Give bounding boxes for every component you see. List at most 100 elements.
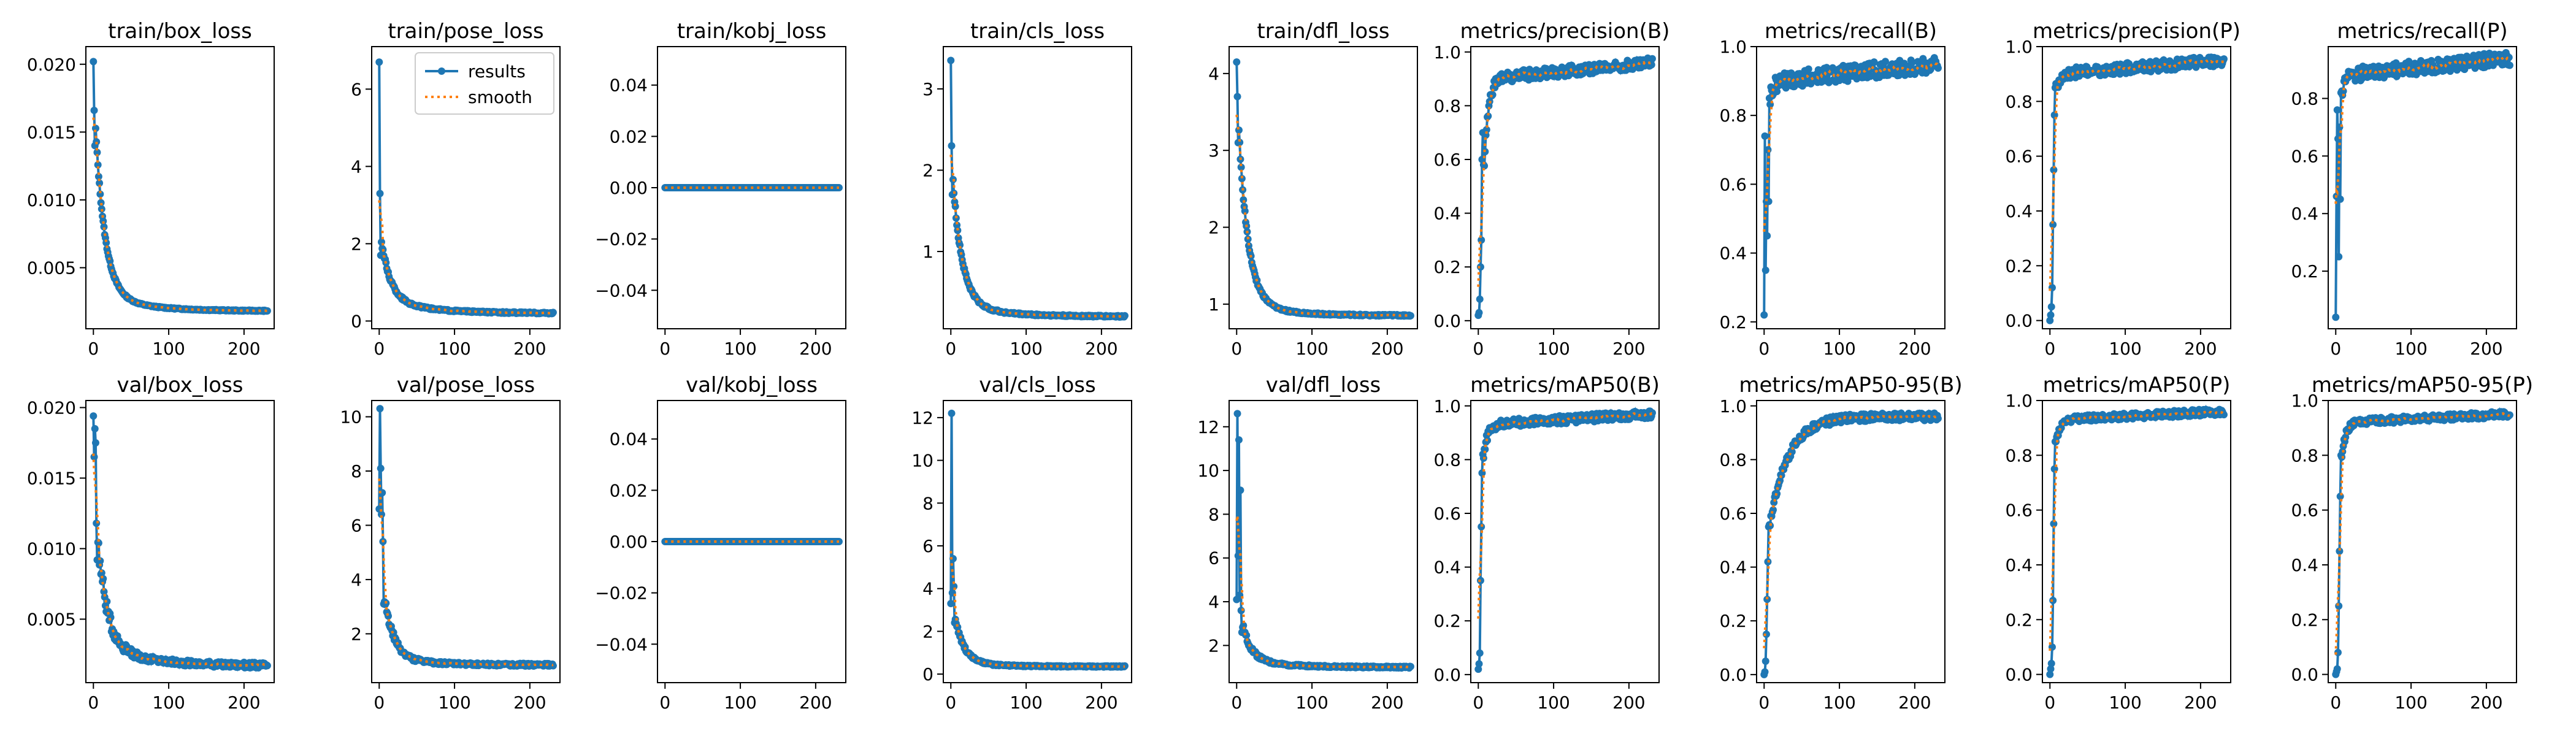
x-tick-label: 0 [945,339,956,359]
x-tick-label: 200 [2470,692,2502,713]
y-tick-label: 0.8 [2291,88,2318,109]
series-line-results [92,61,268,313]
y-tick-label: −0.02 [595,229,648,250]
data-point [1934,415,1942,423]
subplot-title: val/pose_loss [397,373,535,397]
data-point [1484,112,1492,120]
data-point [94,161,102,169]
subplot-title: metrics/recall(P) [2337,19,2507,44]
series-line-results [378,408,554,670]
y-tick-label: 0.8 [2005,91,2033,112]
data-point [1481,162,1489,170]
series-markers-results [2046,405,2228,678]
x-tick-label: 0 [1758,339,1769,359]
series-markers-results [1474,407,1656,673]
series-line-smooth [1763,413,1939,649]
series-line-results [2049,404,2225,675]
y-tick-label: 0.4 [2291,555,2318,575]
series-markers-results [90,58,271,315]
data-point [1475,660,1483,668]
y-tick-label: −0.02 [595,583,648,604]
x-tick-label: 200 [1898,692,1931,713]
subplot-title: metrics/precision(B) [1460,19,1670,44]
x-tick-label: 100 [2394,692,2427,713]
x-tick-label: 100 [152,692,185,713]
y-tick-label: 0 [922,664,933,684]
data-point [1241,207,1249,215]
y-tick-label: 2 [351,234,362,254]
y-tick-label: 0.010 [27,190,76,210]
series-line-smooth [1477,61,1653,287]
data-point [1121,662,1129,670]
axes-frame [943,400,1132,683]
x-tick-label: 0 [2330,692,2341,713]
y-tick-label: 8 [351,461,362,481]
legend-label-results: results [468,61,526,82]
subplot-title: val/dfl_loss [1266,373,1381,397]
x-tick-label: 0 [2330,339,2341,359]
data-point [1238,175,1246,183]
series-line-smooth [2049,410,2225,651]
y-tick-label: 0.00 [610,532,648,552]
series-line-results [1235,413,1411,670]
subplot: metrics/mAP50-95(B) 0 100 200 0.0 0.2 0.4 0.6 0.… [1719,373,1962,713]
data-point [1773,88,1781,96]
y-tick-label: 1.0 [1433,396,1461,416]
subplot: val/cls_loss 0 100 200 0 2 4 6 8 10 12 [911,373,1132,713]
data-point [2047,659,2055,667]
series-line-results [92,416,269,673]
data-point [951,202,959,210]
y-tick-label: 0.2 [2291,610,2318,630]
y-tick-label: 0.0 [1433,311,1461,331]
data-point [90,58,98,66]
data-point [1489,91,1497,99]
x-tick-label: 200 [1085,339,1117,359]
data-point [2332,313,2340,321]
y-tick-label: 4 [1208,64,1219,84]
data-point [954,623,962,631]
x-tick-label: 200 [513,692,546,713]
y-tick-label: 0.0 [1719,665,1747,685]
data-point [2335,253,2343,261]
data-point [91,439,99,447]
x-tick-label: 0 [88,692,99,713]
data-point [1881,58,1889,66]
data-point [2336,195,2344,203]
data-point [1233,410,1241,418]
y-tick-label: 0.015 [27,122,76,142]
series-line-smooth [1235,114,1411,317]
data-point [2333,106,2341,114]
subplot-title: train/pose_loss [388,19,543,44]
x-tick-label: 100 [1295,692,1328,713]
y-tick-label: 0.4 [1719,243,1747,264]
subplot-title: metrics/mAP50(P) [2043,373,2231,397]
y-tick-label: 0.8 [1433,96,1461,116]
axes-frame [371,46,561,329]
data-point [93,148,101,156]
y-tick-label: 3 [1208,140,1219,161]
data-point [1761,668,1769,676]
data-point [2047,303,2055,311]
y-tick-label: 0.6 [2291,146,2318,166]
series-markers-results [2332,408,2513,678]
data-point [2336,547,2344,555]
x-tick-label: 0 [945,692,956,713]
y-tick-label: 0.8 [1719,450,1747,470]
data-point [1829,64,1837,72]
subplot: train/pose_loss 0 100 200 0 2 4 6 results smooth [351,19,561,359]
series-line-results [2049,53,2225,321]
data-point [1474,665,1482,673]
y-tick-label: 0.0 [1433,665,1461,685]
x-tick-label: 100 [1537,339,1570,359]
data-point [1763,232,1771,240]
data-point [2046,316,2054,324]
axes-frame [1229,400,1418,683]
x-tick-label: 0 [2044,339,2055,359]
x-tick-label: 200 [2184,692,2217,713]
y-tick-label: 0.4 [2005,555,2033,575]
subplot: train/dfl_loss 0 100 200 1 2 3 4 [1208,19,1418,359]
data-point [1233,58,1241,66]
data-point [1934,64,1942,72]
series-line-results [1477,55,1654,316]
